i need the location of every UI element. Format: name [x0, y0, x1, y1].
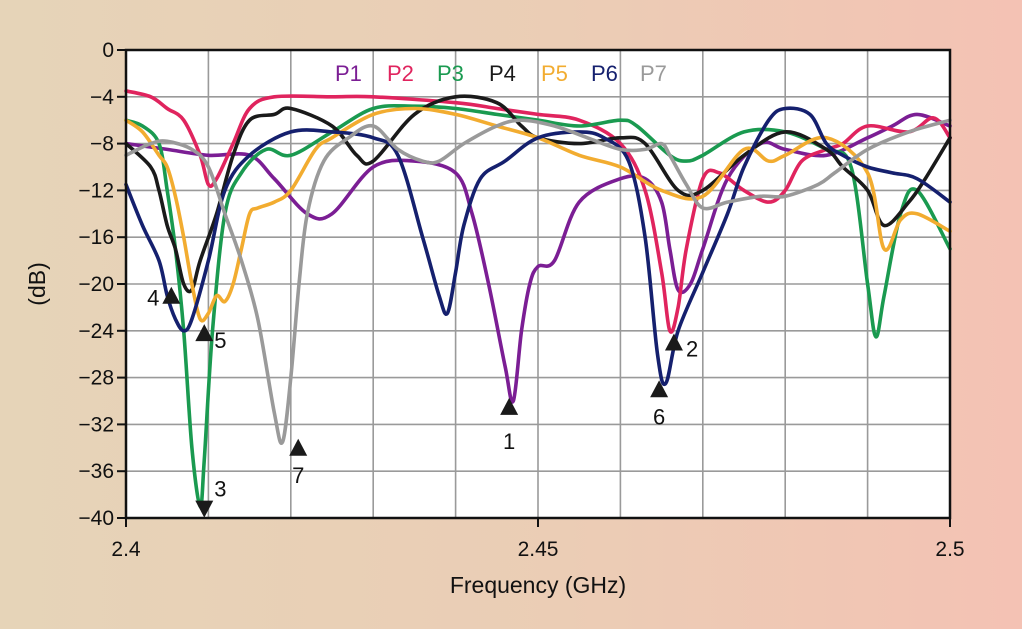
marker-triangle-7: [289, 438, 308, 456]
trace-p6: [124, 106, 952, 387]
legend-entry-p4: P4: [489, 61, 516, 86]
trace-p7: [124, 118, 952, 445]
dip-markers: 1 2 3 4 5 6 7: [147, 286, 698, 518]
marker-label-3: 3: [214, 477, 226, 502]
marker-label-5: 5: [214, 328, 226, 353]
legend-entry-p6: P6: [591, 61, 618, 86]
trace-p5: [124, 106, 952, 323]
x-tick-label: 2.5: [935, 538, 964, 561]
y-tick-label: −16: [78, 226, 114, 249]
legend-entry-p3: P3: [437, 61, 464, 86]
data-traces: [124, 89, 952, 509]
y-tick-label: −32: [78, 413, 114, 436]
legend-entry-p5: P5: [541, 61, 568, 86]
marker-label-2: 2: [686, 337, 698, 362]
y-axis-ticks: 0 −4 −8 −12 −16 −20 −24 −28 −32 −36 −40: [78, 39, 126, 530]
trace-p4: [124, 94, 952, 294]
marker-triangle-2: [664, 333, 683, 351]
y-tick-label: −12: [78, 179, 114, 202]
marker-triangle-6: [650, 380, 669, 398]
trace-p3: [124, 103, 952, 509]
marker-label-1: 1: [503, 429, 515, 454]
y-tick-label: −36: [78, 460, 114, 483]
trace-p1: [124, 112, 952, 404]
x-tick-label: 2.4: [111, 538, 141, 561]
legend-entry-p1: P1: [335, 61, 362, 86]
marker-triangle-3: [195, 500, 214, 518]
y-tick-label: −28: [78, 367, 114, 390]
y-axis-title: (dB): [24, 262, 50, 305]
y-tick-label: −4: [90, 86, 114, 109]
y-tick-label: −20: [78, 273, 114, 296]
x-tick-label: 2.45: [518, 538, 559, 561]
x-axis-ticks: 2.4 2.45 2.5: [111, 518, 965, 561]
y-tick-label: 0: [102, 39, 114, 62]
marker-label-7: 7: [292, 463, 304, 488]
marker-triangle-5: [195, 324, 214, 342]
y-tick-label: −40: [78, 507, 114, 530]
marker-label-6: 6: [653, 404, 665, 429]
legend-entry-p7: P7: [640, 61, 667, 86]
x-axis-title: Frequency (GHz): [450, 572, 626, 598]
marker-triangle-4: [162, 286, 181, 304]
legend-entry-p2: P2: [387, 61, 414, 86]
legend: P1 P2 P3 P4 P5 P6 P7: [335, 61, 667, 86]
marker-triangle-1: [500, 397, 519, 415]
y-tick-label: −8: [90, 133, 114, 156]
y-tick-label: −24: [78, 320, 114, 343]
trace-p2: [124, 89, 952, 334]
marker-label-4: 4: [147, 286, 159, 311]
